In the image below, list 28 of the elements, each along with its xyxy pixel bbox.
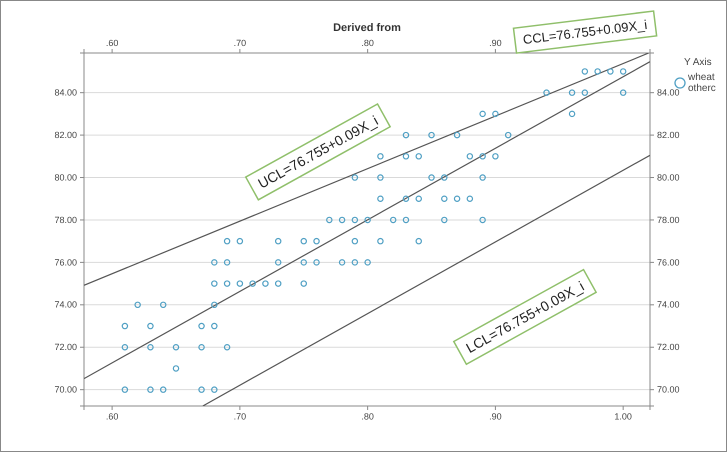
y-tick-label: 82.00 (54, 130, 77, 140)
y2-tick-label: 70.00 (657, 384, 680, 395)
y-tick-label: 70.00 (54, 384, 77, 395)
y-tick-label: 72.00 (54, 342, 77, 352)
y-tick-label: 84.00 (54, 88, 77, 98)
y2-tick-label: 76.00 (657, 257, 680, 268)
legend-label: wheat otherc (687, 72, 716, 94)
x2-tick-label: .70 (234, 38, 246, 48)
y-tick-label: 74.00 (54, 300, 77, 310)
y2-tick-label: 84.00 (657, 88, 680, 98)
x-tick-label: .90 (489, 411, 502, 422)
x2-tick-label: .90 (489, 38, 502, 48)
y2-tick-label: 80.00 (657, 172, 680, 182)
x2-axis-title: Derived from (333, 22, 402, 34)
y2-tick-label: 74.00 (657, 300, 680, 310)
x-tick-label: .70 (234, 411, 246, 422)
y-tick-label: 76.00 (54, 257, 77, 268)
y2-tick-label: 82.00 (657, 130, 680, 140)
x-tick-label: 1.00 (614, 411, 632, 422)
legend-title: Y Axis (684, 57, 712, 68)
y-tick-label: 78.00 (54, 214, 77, 225)
x2-tick-label: .60 (106, 38, 118, 48)
x2-tick-label: .80 (361, 38, 374, 48)
y-tick-label: 80.00 (54, 172, 77, 182)
x-tick-label: .60 (106, 411, 118, 422)
y2-tick-label: 72.00 (657, 342, 680, 352)
x-tick-label: .80 (361, 411, 374, 422)
y2-tick-label: 78.00 (657, 214, 680, 225)
